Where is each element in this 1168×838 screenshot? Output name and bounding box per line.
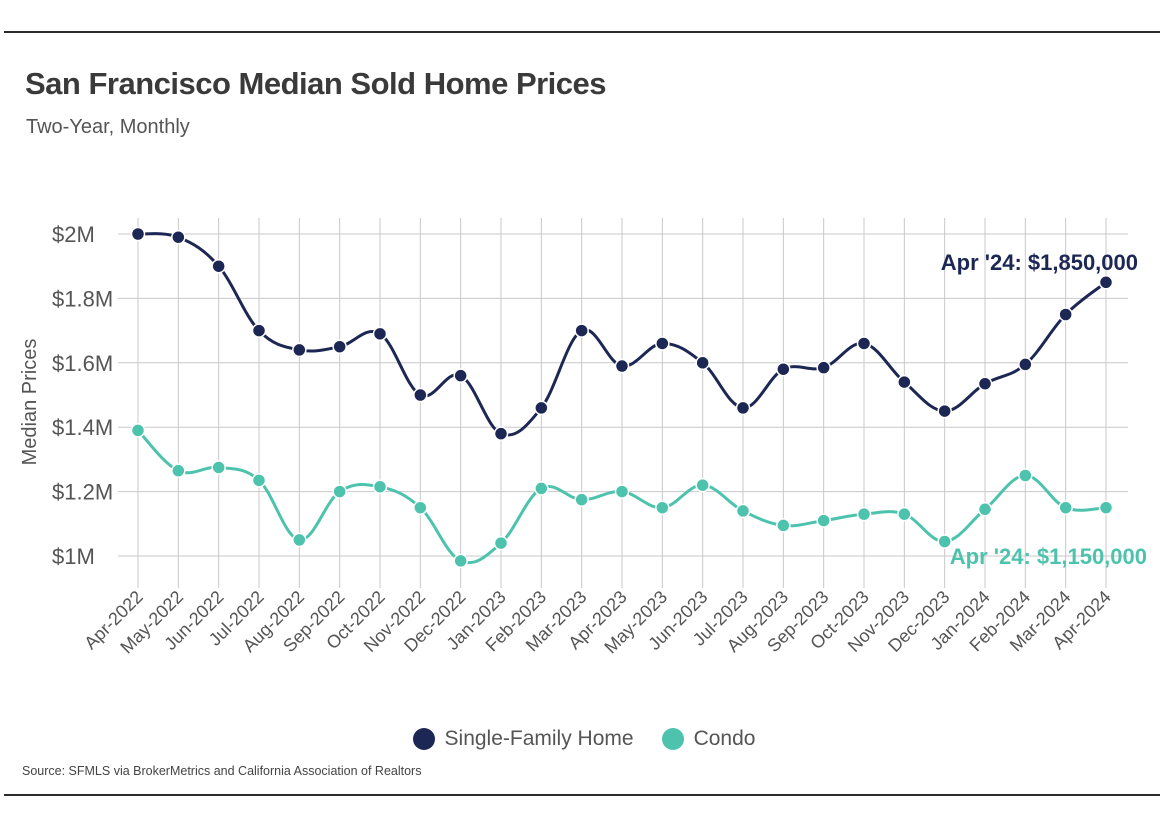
data-point-single-family[interactable] [897, 374, 912, 390]
series-layer [130, 226, 1114, 569]
data-point-single-family[interactable] [171, 229, 186, 245]
data-point-single-family[interactable] [776, 361, 791, 377]
data-point-single-family[interactable] [534, 400, 549, 416]
data-point-condo[interactable] [574, 492, 589, 507]
chart-title: San Francisco Median Sold Home Prices [25, 66, 607, 101]
data-point-condo[interactable] [735, 503, 751, 519]
data-point-condo[interactable] [816, 513, 831, 528]
data-point-condo[interactable] [897, 506, 912, 522]
legend-label-condo: Condo [693, 727, 756, 750]
legend-item-condo[interactable]: Condo [661, 727, 756, 751]
y-tick-label: $1M [52, 544, 95, 569]
source-note: Source: SFMLS via BrokerMetrics and Cali… [22, 764, 422, 778]
data-point-single-family[interactable] [332, 339, 347, 354]
y-tick-label: $1.4M [52, 415, 113, 440]
y-axis-ticks: $1M $1.2M $1.4M $1.6M $1.8M $2M [52, 222, 113, 569]
x-axis-ticks: Apr-2022May-2022Jun-2022Jul-2022Aug-2022… [80, 587, 1115, 658]
data-point-single-family[interactable] [614, 358, 630, 374]
annotation-single-family: Apr '24: $1,850,000 [941, 250, 1138, 275]
data-point-condo[interactable] [332, 484, 347, 499]
data-point-single-family[interactable] [574, 323, 589, 338]
data-point-condo[interactable] [292, 532, 307, 548]
data-point-single-family[interactable] [695, 355, 710, 371]
data-point-single-family[interactable] [937, 403, 952, 419]
data-point-single-family[interactable] [413, 387, 428, 403]
legend-label-single-family: Single-Family Home [444, 727, 634, 750]
data-point-single-family[interactable] [251, 323, 267, 338]
y-tick-label: $1.2M [52, 480, 113, 505]
data-point-condo[interactable] [211, 460, 226, 475]
data-point-single-family[interactable] [1098, 275, 1114, 290]
data-point-single-family[interactable] [655, 336, 670, 351]
data-point-condo[interactable] [372, 479, 388, 495]
line-chart: $1M $1.2M $1.4M $1.6M $1.8M $2M Apr-2022May-2… [19, 218, 1147, 658]
data-point-condo[interactable] [413, 500, 428, 515]
annotation-condo: Apr '24: $1,150,000 [950, 544, 1147, 569]
data-point-single-family[interactable] [735, 400, 751, 416]
data-point-condo[interactable] [453, 553, 468, 569]
data-point-single-family[interactable] [130, 226, 146, 242]
y-tick-label: $1.8M [52, 286, 113, 311]
data-point-single-family[interactable] [1058, 307, 1073, 322]
data-point-condo[interactable] [856, 506, 872, 522]
data-point-single-family[interactable] [1018, 357, 1033, 372]
data-point-condo[interactable] [776, 518, 791, 533]
data-point-single-family[interactable] [977, 376, 993, 391]
data-point-condo[interactable] [1098, 500, 1114, 515]
data-point-single-family[interactable] [493, 426, 509, 441]
data-point-condo[interactable] [130, 423, 146, 438]
y-tick-label: $2M [52, 222, 95, 247]
legend: Single-Family Home Condo [0, 724, 1168, 754]
top-rule [4, 31, 1160, 33]
data-point-single-family[interactable] [856, 336, 872, 351]
data-point-single-family[interactable] [816, 360, 831, 375]
data-point-condo[interactable] [1018, 468, 1033, 483]
legend-swatch-condo [661, 728, 684, 750]
data-point-single-family[interactable] [292, 342, 307, 358]
data-point-condo[interactable] [1058, 500, 1073, 515]
y-tick-label: $1.6M [52, 351, 113, 376]
data-point-single-family[interactable] [372, 326, 388, 342]
annotation-layer: Apr '24: $1,850,000 Apr '24: $1,150,000 [941, 250, 1147, 569]
legend-swatch-single-family [412, 728, 435, 750]
data-point-condo[interactable] [493, 535, 509, 551]
chart-subtitle: Two-Year, Monthly [26, 116, 190, 138]
data-point-single-family[interactable] [211, 258, 226, 274]
data-point-condo[interactable] [614, 484, 630, 499]
data-point-condo[interactable] [251, 473, 267, 488]
y-axis-title: Median Prices [19, 339, 41, 466]
data-point-condo[interactable] [171, 463, 186, 478]
data-point-condo[interactable] [937, 534, 952, 549]
data-point-single-family[interactable] [453, 368, 468, 383]
data-point-condo[interactable] [977, 502, 993, 517]
data-point-condo[interactable] [695, 477, 710, 493]
bottom-rule [4, 794, 1160, 796]
legend-item-single-family[interactable]: Single-Family Home [412, 727, 634, 751]
data-point-condo[interactable] [534, 481, 549, 496]
data-point-condo[interactable] [655, 500, 670, 515]
